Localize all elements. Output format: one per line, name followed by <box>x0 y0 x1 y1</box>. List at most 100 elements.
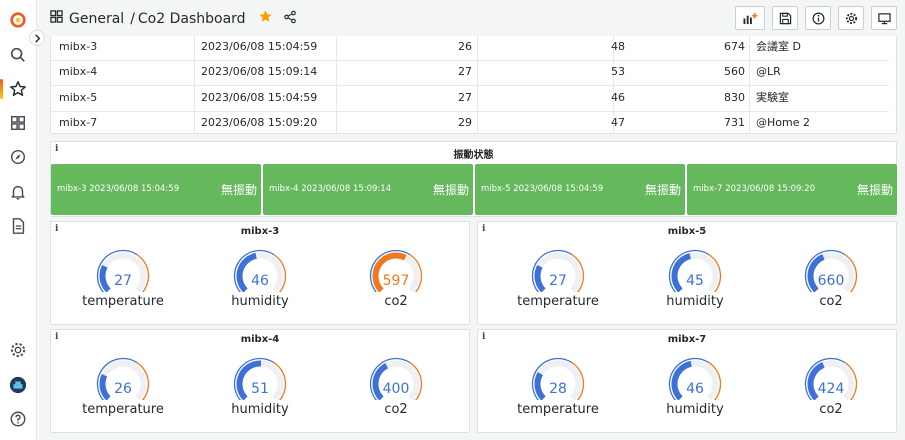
table-scrollbar[interactable] <box>888 36 896 133</box>
dashboard-settings-button[interactable] <box>838 6 864 30</box>
table-cell: 会議室 D <box>756 40 801 53</box>
vibration-sensor-label: mibx-4 2023/06/08 15:09:14 <box>269 184 392 194</box>
tv-mode-button[interactable] <box>871 6 897 30</box>
panel-title[interactable]: mibx-5 <box>667 226 707 237</box>
breadcrumb: General / Co2 Dashboard <box>50 9 297 28</box>
vibration-status-value: 無振動 <box>644 183 681 197</box>
vibration-sensor-label: mibx-5 2023/06/08 15:04:59 <box>481 184 604 194</box>
panel-title[interactable]: 振動状態 <box>453 150 494 161</box>
vibration-status-value: 無振動 <box>432 183 469 197</box>
breadcrumb-folder-link[interactable]: General <box>69 10 125 27</box>
gauge-arc-icon <box>96 357 150 400</box>
alerting-icon[interactable] <box>8 182 28 202</box>
gauge-value: 46 <box>686 381 704 397</box>
gauge-arc-icon <box>96 249 150 292</box>
gauge-label: temperature <box>82 294 164 309</box>
gauge-label: humidity <box>231 402 289 417</box>
help-icon[interactable] <box>8 409 28 429</box>
save-dashboard-button[interactable] <box>772 6 798 30</box>
gauge-co2: 400 co2 <box>341 356 451 426</box>
gauge-co2: 424 co2 <box>776 356 886 426</box>
gauge-value-arc <box>807 254 825 292</box>
table-cell: mibx-5 <box>59 90 98 104</box>
gauge-co2: 597 co2 <box>341 248 451 318</box>
gauge-arc-icon <box>804 249 858 292</box>
panel-title[interactable]: mibx-4 <box>240 334 280 345</box>
gauge-label: co2 <box>819 294 843 309</box>
gauge-arc-icon <box>369 249 423 292</box>
settings-icon[interactable] <box>8 340 28 360</box>
dashboard-title[interactable]: Co2 Dashboard <box>137 10 246 27</box>
table-cell: 27 <box>458 65 472 79</box>
panel-title[interactable]: mibx-3 <box>240 226 280 237</box>
gauge-arc-icon <box>531 357 585 400</box>
gauge-value-arc <box>671 360 692 400</box>
table-cell: 27 <box>458 90 472 104</box>
mark-favorite-star-icon[interactable] <box>258 9 273 28</box>
gauge-value-arc <box>236 252 257 292</box>
gauge-label: co2 <box>384 294 408 309</box>
gauge-panel: i mibx-7 28 temperature 46 humidity 424 co2 <box>477 329 897 433</box>
table-row: mibx-3 2023/06/08 15:04:59 26 48 674 会議室 D <box>51 36 889 61</box>
gauge-label: humidity <box>666 402 724 417</box>
gauge-value-arc <box>671 253 692 292</box>
panel-info-icon[interactable]: i <box>55 224 59 234</box>
panel-info-icon[interactable]: i <box>482 332 486 342</box>
panel-info-icon[interactable]: i <box>482 224 486 234</box>
add-panel-button[interactable] <box>735 6 765 30</box>
vibration-status-panel: i 振動状態 mibx-3 2023/06/08 15:04:59 無振動 mibx… <box>50 141 897 217</box>
share-icon[interactable] <box>283 10 297 28</box>
gauge-value: 27 <box>114 273 132 289</box>
panel-info-icon[interactable]: i <box>55 332 59 342</box>
table-cell: 674 <box>724 40 745 53</box>
dashboard-toolbar <box>735 6 897 30</box>
gauge-value: 26 <box>114 381 132 397</box>
expand-sidebar-button[interactable] <box>29 30 45 46</box>
gauge-label: co2 <box>384 402 408 417</box>
vibration-sensor-label: mibx-3 2023/06/08 15:04:59 <box>57 184 180 194</box>
gauge-humidity: 45 humidity <box>640 248 750 318</box>
gauge-panel: i mibx-5 27 temperature 45 humidity 660 co2 <box>477 221 897 325</box>
vibration-sensor-label: mibx-7 2023/06/08 15:09:20 <box>693 184 816 194</box>
gauge-value-arc <box>534 372 546 400</box>
gauge-label: temperature <box>517 294 599 309</box>
gauge-value: 28 <box>549 381 567 397</box>
gauge-arc-icon <box>531 249 585 292</box>
dashboard-info-button[interactable] <box>805 6 831 30</box>
gauge-label: humidity <box>666 294 724 309</box>
gauge-arc-icon <box>668 249 722 292</box>
vibration-status-value: 無振動 <box>856 183 893 197</box>
user-avatar-icon[interactable] <box>8 375 28 395</box>
gauge-value: 45 <box>686 273 704 289</box>
dashboards-icon[interactable] <box>8 113 28 133</box>
vibration-status-box: mibx-3 2023/06/08 15:04:59 無振動 <box>51 164 261 215</box>
star-icon[interactable] <box>8 79 28 99</box>
grafana-logo-icon[interactable] <box>8 10 28 30</box>
table-row: mibx-4 2023/06/08 15:09:14 27 53 560 @LR <box>51 61 889 87</box>
gauge-value-arc <box>807 362 825 400</box>
gauge-value-arc <box>372 252 407 292</box>
save-icon <box>779 12 791 24</box>
reports-icon[interactable] <box>8 216 28 236</box>
chevron-right-icon <box>34 33 40 43</box>
gauge-temperature: 26 temperature <box>68 356 178 426</box>
panel-info-icon[interactable]: i <box>55 144 59 154</box>
breadcrumb-separator: / <box>130 10 135 27</box>
gauge-value: 27 <box>549 273 567 289</box>
gauge-value-arc <box>372 363 389 400</box>
vibration-status-box: mibx-7 2023/06/08 15:09:20 無振動 <box>687 164 897 215</box>
table-row: mibx-7 2023/06/08 15:09:20 29 47 731 @Home 2 <box>51 112 889 133</box>
explore-icon[interactable] <box>8 147 28 167</box>
gauge-value: 46 <box>251 273 269 289</box>
table-cell: 560 <box>724 65 745 79</box>
gauge-label: humidity <box>231 294 289 309</box>
gauge-arc-icon <box>369 357 423 400</box>
gauge-arc-icon <box>668 357 722 400</box>
search-icon[interactable] <box>8 45 28 65</box>
gauge-humidity: 46 humidity <box>640 356 750 426</box>
panel-title[interactable]: mibx-7 <box>667 334 707 345</box>
table-cell: 29 <box>458 115 472 129</box>
settings-icon <box>845 12 857 24</box>
table-cell: 46 <box>611 90 625 104</box>
